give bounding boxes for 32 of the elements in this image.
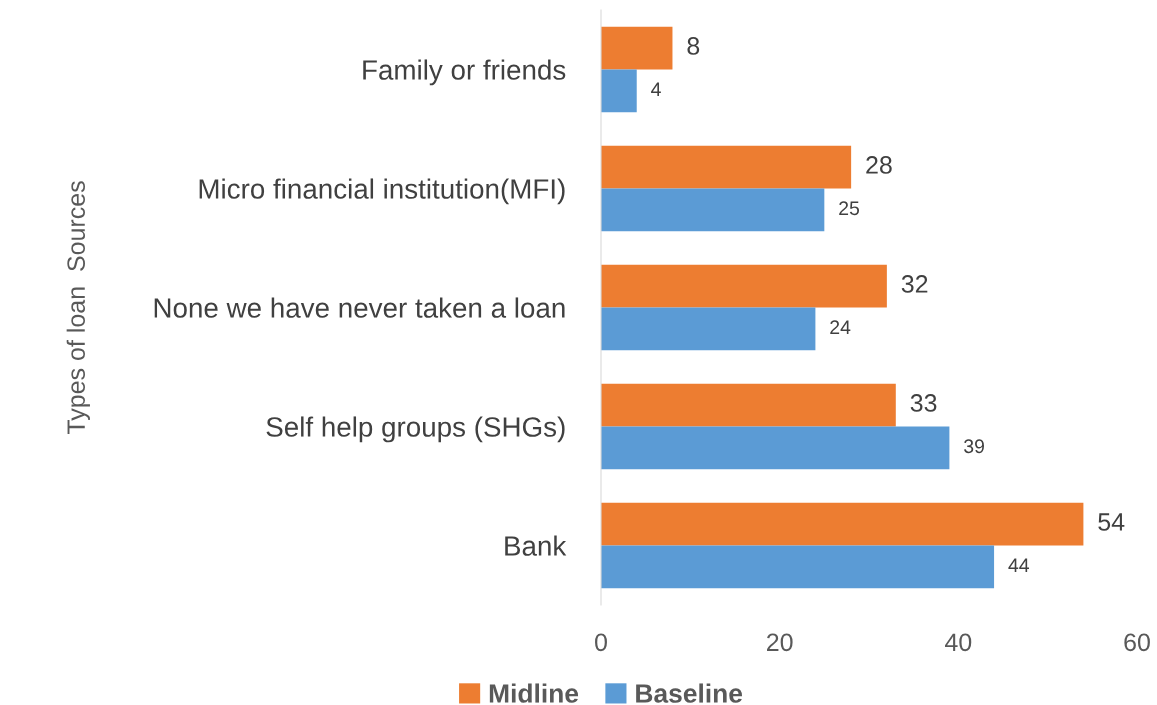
data-label: 25 [839,201,860,216]
data-label: 54 [1098,513,1125,531]
bar [601,264,887,308]
bar [601,188,825,232]
y-tick-label: Self help groups (SHGs) [266,416,565,443]
bar [601,145,852,189]
legend-label: Midline [489,683,579,703]
bar [601,26,673,70]
data-label: 28 [866,156,892,174]
data-label: 4 [651,82,661,96]
y-tick-label: None we have never taken a loan [154,297,565,318]
y-tick-label: Micro financial institution(MFI) [199,178,565,205]
x-tick-label: 0 [595,633,607,652]
y-tick-label: Bank [505,535,567,556]
bar [601,383,896,427]
data-label: 44 [1008,558,1030,572]
x-tick-label: 40 [945,633,972,652]
legend-label: Baseline [636,683,743,703]
bar [601,502,1084,546]
data-label: 39 [964,439,984,454]
bar [601,69,637,113]
bar [601,307,816,351]
bar [601,545,995,589]
bar [601,426,950,470]
data-label: 8 [687,37,700,55]
y-tick-label: Family or friends [363,59,566,86]
data-label: 24 [830,320,851,334]
x-tick-label: 20 [767,633,793,652]
data-label: 32 [901,275,928,293]
y-axis-title: Types of loan Sources [66,181,90,435]
x-tick-label: 60 [1124,633,1150,652]
data-label: 33 [910,394,937,412]
